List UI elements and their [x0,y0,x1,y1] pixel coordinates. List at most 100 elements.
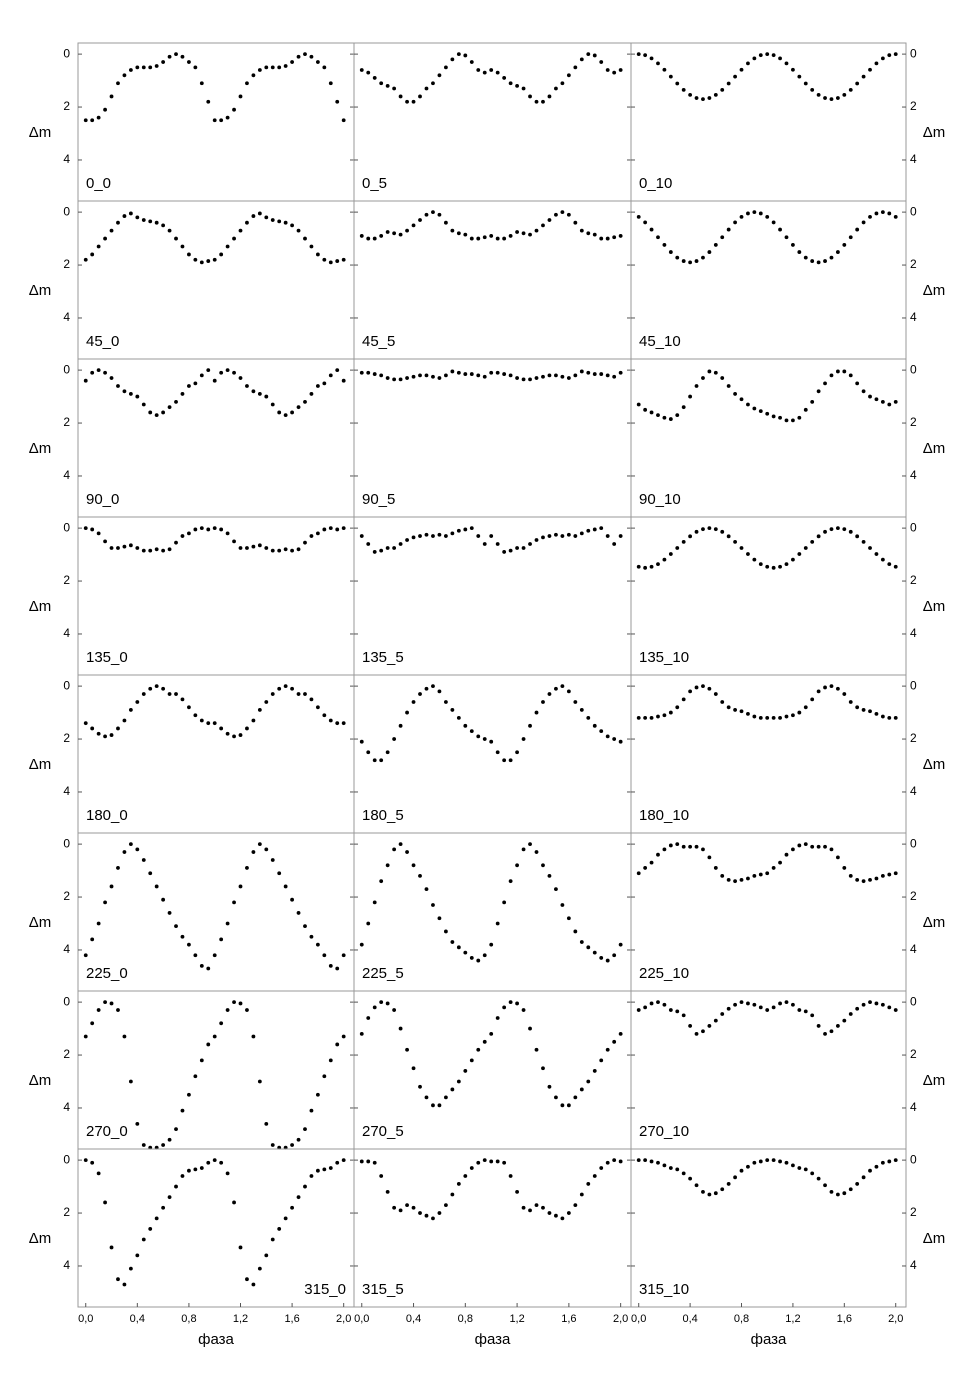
data-point [765,564,770,569]
data-point [541,1066,545,1071]
data-point [713,1191,718,1196]
data-point [167,1195,172,1200]
data-point [810,697,815,702]
data-point [405,1203,409,1208]
data-point [398,542,403,546]
panel-frame [630,1148,907,1308]
data-point [701,255,705,260]
data-point [463,372,468,376]
data-point [187,1092,191,1097]
data-point [752,1002,757,1007]
data-point [528,377,532,382]
data-point [560,81,565,86]
data-point [534,538,539,542]
data-point [618,68,623,72]
data-point [379,1174,384,1178]
data-point [148,1227,153,1231]
data-point [739,877,744,882]
data-point [116,220,120,225]
data-point [579,228,584,233]
data-point [810,87,815,92]
data-point [411,863,416,868]
data-point [765,214,770,219]
data-point [424,686,429,691]
data-point [893,871,898,876]
data-point [328,1058,333,1063]
data-point [816,689,821,694]
data-point [541,223,545,228]
data-point [135,1253,140,1258]
data-point [778,1001,782,1006]
data-point [251,73,256,78]
data-point [855,227,860,232]
data-point [187,60,191,64]
data-point [83,526,88,531]
data-point [251,389,256,394]
data-point [225,731,230,736]
data-point [681,259,686,263]
data-point [103,107,107,112]
data-point [161,686,166,691]
data-point [341,953,346,958]
data-point [270,548,275,553]
y-axis-label: Δm [923,440,946,457]
data-point [887,402,892,407]
data-point [232,236,236,241]
data-point [335,721,340,726]
panel-frame [77,358,355,518]
data-point [668,250,673,254]
data-point [599,60,604,64]
data-point [823,381,827,386]
data-point [612,953,617,958]
data-point [264,546,269,550]
data-point [668,1166,673,1170]
data-point [148,410,153,415]
data-point [746,712,750,716]
data-point [270,218,275,222]
data-point [96,1008,101,1012]
data-point [199,373,204,378]
data-point [270,1237,275,1242]
data-point [359,370,364,375]
data-point [290,223,294,228]
data-point [797,552,802,556]
data-point [193,953,198,958]
data-point [296,54,301,59]
data-point [829,1029,834,1034]
data-point [199,963,204,968]
data-point [303,1184,307,1189]
data-point [612,1039,617,1044]
data-point [225,115,230,120]
data-point [528,232,532,237]
data-point [746,552,750,556]
y-tick-label: 2 [63,257,70,271]
y-tick-label: 2 [910,99,917,113]
data-point [541,99,545,104]
data-point [694,96,699,100]
data-point [245,866,249,870]
data-point [341,118,346,123]
data-point [122,1282,127,1287]
y-tick-label: 0 [910,836,917,850]
data-point [322,527,327,532]
y-tick-label: 4 [910,468,917,482]
y-tick-label: 4 [63,468,70,482]
data-point [128,842,133,847]
data-point [174,692,178,696]
data-point [315,1168,320,1173]
data-point [385,750,390,755]
data-point [694,259,699,263]
data-point [161,548,166,553]
panel-label: 270_5 [362,1123,404,1140]
data-point [835,1024,840,1028]
data-point [315,60,320,64]
data-point [322,257,327,262]
data-point [398,232,403,237]
data-point [861,220,866,225]
data-point [456,1079,461,1084]
data-point [880,1160,885,1165]
data-point [726,705,731,710]
data-point [720,1187,725,1192]
data-point [675,842,680,847]
data-point [541,863,545,868]
